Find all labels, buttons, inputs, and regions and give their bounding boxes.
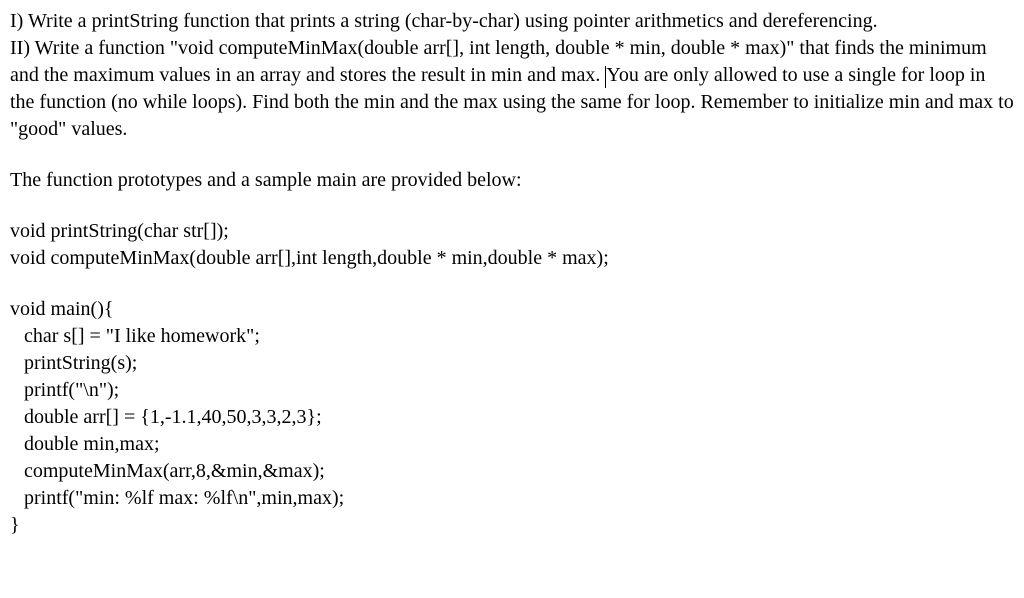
prototype-printstring: void printString(char str[]);: [10, 218, 1014, 245]
main-line-3: printf("\n");: [10, 377, 1014, 404]
main-line-7: printf("min: %lf max: %lf\n",min,max);: [10, 485, 1014, 512]
main-decl: void main(){: [10, 296, 1014, 323]
provided-below-text: The function prototypes and a sample mai…: [10, 167, 1014, 194]
main-line-4: double arr[] = {1,-1.1,40,50,3,3,2,3};: [10, 404, 1014, 431]
main-function-block: void main(){ char s[] = "I like homework…: [10, 296, 1014, 539]
main-close-brace: }: [10, 512, 1014, 539]
problem-part-2: II) Write a function "void computeMinMax…: [10, 35, 1014, 143]
main-line-1: char s[] = "I like homework";: [10, 323, 1014, 350]
main-line-5: double min,max;: [10, 431, 1014, 458]
prototype-computeminmax: void computeMinMax(double arr[],int leng…: [10, 245, 1014, 272]
prototype-block: void printString(char str[]); void compu…: [10, 218, 1014, 272]
main-line-2: printString(s);: [10, 350, 1014, 377]
main-line-6: computeMinMax(arr,8,&min,&max);: [10, 458, 1014, 485]
problem-part-1: I) Write a printString function that pri…: [10, 8, 1014, 35]
